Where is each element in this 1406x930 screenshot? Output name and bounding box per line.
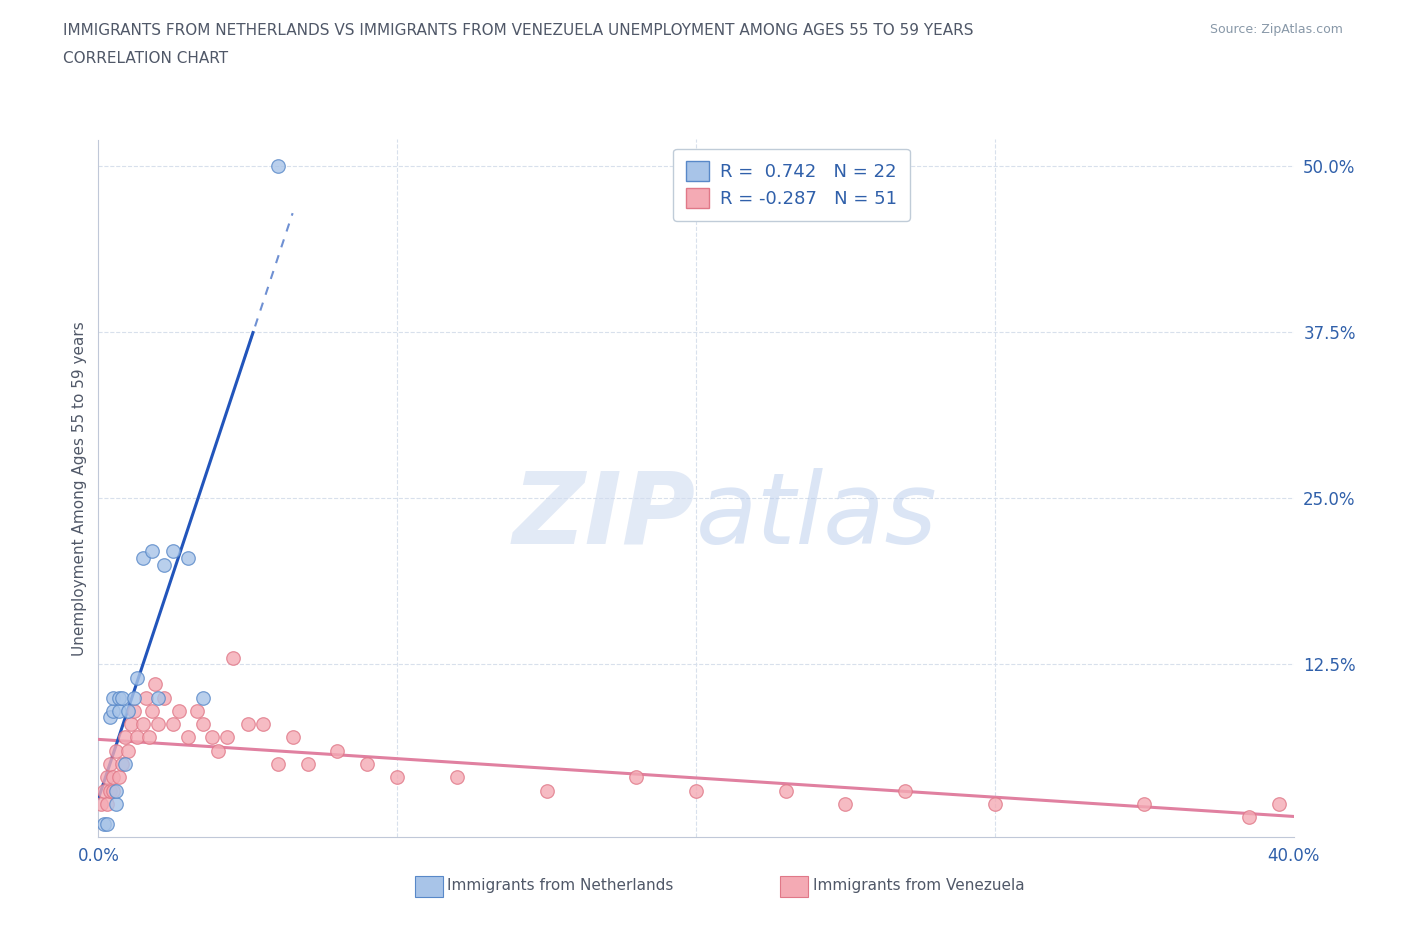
- Point: [685, 783, 707, 798]
- Point: [117, 703, 139, 718]
- Legend: R =  0.742   N = 22, R = -0.287   N = 51: R = 0.742 N = 22, R = -0.287 N = 51: [673, 149, 910, 220]
- Text: ZIP: ZIP: [513, 468, 696, 565]
- Point: [201, 730, 224, 745]
- Point: [127, 671, 149, 685]
- Point: [96, 796, 118, 811]
- Point: [103, 690, 125, 705]
- Point: [96, 770, 118, 785]
- Text: atlas: atlas: [696, 468, 938, 565]
- Point: [124, 703, 146, 718]
- Point: [114, 730, 136, 745]
- Point: [1237, 810, 1260, 825]
- Point: [108, 690, 131, 705]
- Point: [191, 690, 214, 705]
- Point: [98, 710, 122, 724]
- Point: [117, 743, 139, 758]
- Point: [297, 756, 319, 771]
- Point: [93, 817, 115, 831]
- Point: [124, 690, 146, 705]
- Point: [207, 743, 229, 758]
- Point: [162, 544, 184, 559]
- Point: [132, 551, 155, 565]
- Point: [98, 756, 122, 771]
- Point: [356, 756, 378, 771]
- Point: [103, 783, 125, 798]
- Point: [127, 730, 149, 745]
- Point: [281, 730, 304, 745]
- Point: [98, 783, 122, 798]
- Point: [153, 557, 176, 572]
- Point: [120, 717, 142, 732]
- Point: [138, 730, 160, 745]
- Point: [222, 650, 245, 665]
- Point: [834, 796, 856, 811]
- Point: [114, 756, 136, 771]
- Text: Source: ZipAtlas.com: Source: ZipAtlas.com: [1209, 23, 1343, 36]
- Text: IMMIGRANTS FROM NETHERLANDS VS IMMIGRANTS FROM VENEZUELA UNEMPLOYMENT AMONG AGES: IMMIGRANTS FROM NETHERLANDS VS IMMIGRANT…: [63, 23, 974, 38]
- Point: [93, 783, 115, 798]
- Point: [536, 783, 558, 798]
- Point: [103, 703, 125, 718]
- Point: [108, 770, 131, 785]
- Point: [267, 756, 290, 771]
- Point: [983, 796, 1005, 811]
- Y-axis label: Unemployment Among Ages 55 to 59 years: Unemployment Among Ages 55 to 59 years: [72, 321, 87, 656]
- Point: [105, 796, 128, 811]
- Point: [90, 796, 112, 811]
- Point: [236, 717, 259, 732]
- Point: [148, 690, 170, 705]
- Point: [446, 770, 468, 785]
- Point: [326, 743, 349, 758]
- Point: [775, 783, 797, 798]
- Point: [186, 703, 208, 718]
- Point: [177, 730, 200, 745]
- Point: [105, 743, 128, 758]
- Point: [143, 677, 166, 692]
- Point: [1133, 796, 1156, 811]
- Point: [148, 717, 170, 732]
- Point: [624, 770, 647, 785]
- Point: [135, 690, 157, 705]
- Point: [103, 770, 125, 785]
- Point: [111, 756, 134, 771]
- Point: [1267, 796, 1289, 811]
- Point: [141, 703, 163, 718]
- Point: [252, 717, 274, 732]
- Point: [191, 717, 214, 732]
- Point: [267, 159, 290, 174]
- Point: [141, 544, 163, 559]
- Point: [385, 770, 409, 785]
- Point: [96, 817, 118, 831]
- Point: [162, 717, 184, 732]
- Point: [153, 690, 176, 705]
- Text: Immigrants from Netherlands: Immigrants from Netherlands: [447, 878, 673, 893]
- Point: [177, 551, 200, 565]
- Text: CORRELATION CHART: CORRELATION CHART: [63, 51, 228, 66]
- Point: [111, 690, 134, 705]
- Point: [132, 717, 155, 732]
- Point: [108, 703, 131, 718]
- Point: [894, 783, 917, 798]
- Point: [105, 783, 128, 798]
- Point: [167, 703, 190, 718]
- Point: [215, 730, 238, 745]
- Text: Immigrants from Venezuela: Immigrants from Venezuela: [813, 878, 1025, 893]
